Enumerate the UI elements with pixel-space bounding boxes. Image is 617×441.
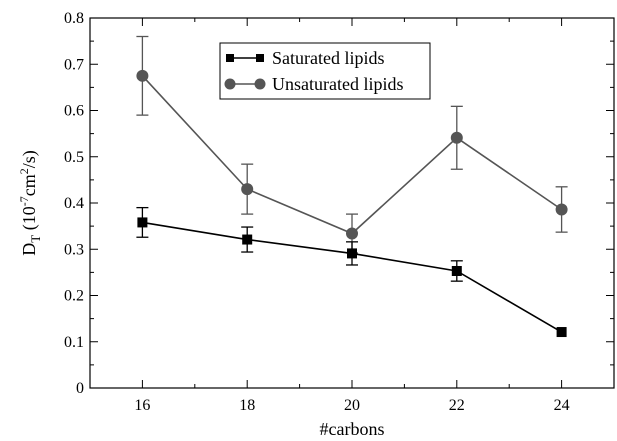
x-tick-label: 20 <box>344 397 360 414</box>
data-point <box>556 327 567 338</box>
legend-marker-unsaturated-left <box>224 78 236 90</box>
y-tick-label: 0.5 <box>64 149 84 166</box>
y-tick-label: 0.8 <box>64 10 84 27</box>
y-axis-label-units-mid: cm <box>19 174 39 196</box>
series-unsaturated <box>136 35 568 254</box>
legend: Saturated lipids Unsaturated lipids <box>219 42 431 100</box>
series-saturated <box>136 206 567 338</box>
data-point <box>450 131 463 144</box>
x-axis-label: #carbons <box>320 419 385 439</box>
data-point <box>346 227 358 240</box>
legend-label-saturated: Saturated lipids <box>272 48 384 68</box>
y-axis-label-main: D <box>19 243 39 256</box>
y-tick-label: 0.4 <box>64 195 84 212</box>
legend-entry-saturated: Saturated lipids <box>226 48 384 68</box>
y-tick-label: 0.6 <box>64 103 84 120</box>
legend-box <box>219 42 431 100</box>
axis-ticks <box>89 17 615 389</box>
series-layer <box>136 35 568 338</box>
y-axis-label-exp2: 2 <box>17 168 31 174</box>
legend-marker-unsaturated-right <box>254 78 266 90</box>
data-point <box>347 248 357 259</box>
y-tick-label: 0 <box>76 380 84 397</box>
y-axis-label-units-prefix: (10 <box>19 206 40 235</box>
y-axis-label-units-suffix: /s) <box>19 150 40 168</box>
data-point <box>136 69 149 82</box>
data-point <box>242 234 253 245</box>
y-axis-label-exp1: -7 <box>17 196 31 206</box>
data-point <box>451 265 462 276</box>
y-tick-label: 0.2 <box>64 288 84 305</box>
legend-marker-saturated-left <box>226 54 234 62</box>
x-tick-label: 24 <box>554 397 570 414</box>
legend-label-unsaturated: Unsaturated lipids <box>272 74 403 94</box>
y-tick-label: 0.7 <box>64 56 84 73</box>
y-tick-label: 0.1 <box>64 334 84 351</box>
x-tick-label: 16 <box>134 397 150 414</box>
data-point <box>241 183 254 196</box>
y-axis-label: DT (10-7cm2/s) <box>17 150 43 255</box>
legend-entry-unsaturated: Unsaturated lipids <box>224 74 403 94</box>
x-tick-label: 22 <box>449 397 465 414</box>
y-tick-label: 0.3 <box>64 241 84 258</box>
y-tick-labels: 0 0.1 0.2 0.3 0.4 0.5 0.6 0.7 0.8 <box>64 10 84 397</box>
y-axis-label-subscript: T <box>28 235 43 243</box>
legend-marker-saturated-right <box>256 54 264 62</box>
data-point <box>137 217 148 228</box>
x-tick-labels: 16 18 20 22 24 <box>134 397 569 414</box>
data-point <box>555 203 568 216</box>
x-tick-label: 18 <box>239 397 255 414</box>
